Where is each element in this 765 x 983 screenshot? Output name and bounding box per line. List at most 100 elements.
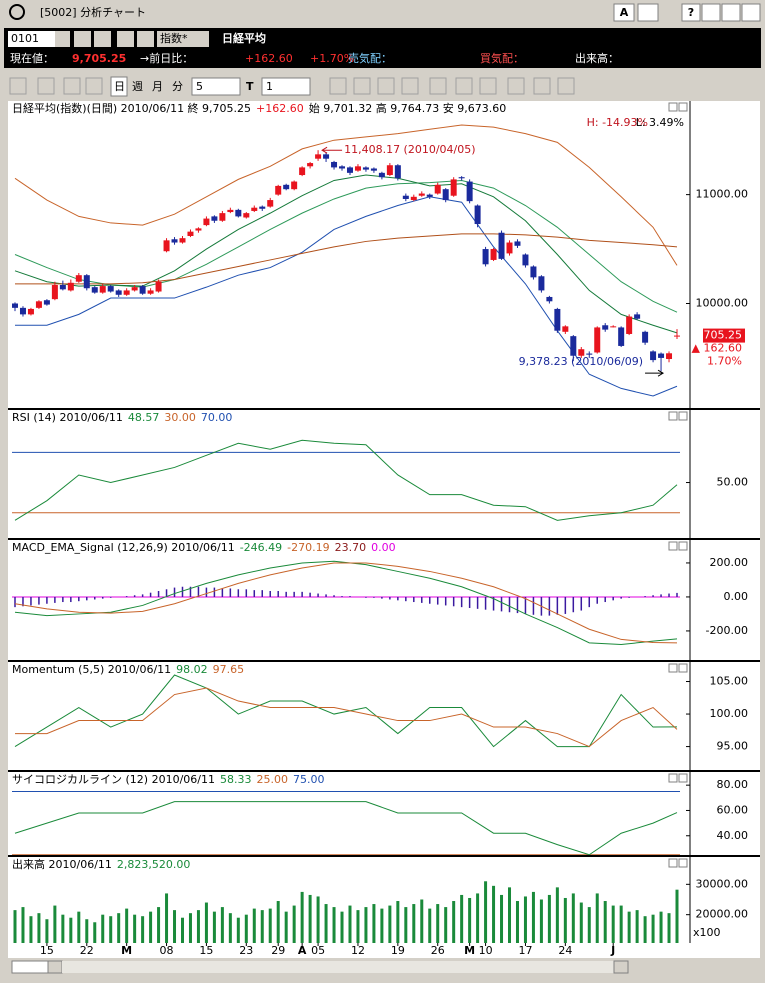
tool-icon[interactable] (429, 77, 447, 95)
candle-body (482, 249, 489, 265)
panel-btn[interactable] (678, 858, 688, 868)
volume-bar (611, 905, 615, 943)
code-input[interactable] (8, 31, 70, 47)
btn[interactable] (613, 3, 635, 22)
histogram-bar (397, 596, 399, 601)
close-btn[interactable] (741, 3, 761, 22)
histogram-bar (484, 596, 487, 610)
btn[interactable] (681, 3, 701, 22)
candle-body (530, 266, 537, 278)
dropdown[interactable] (55, 31, 70, 47)
panel-btn[interactable] (668, 858, 678, 868)
volume-bar (579, 902, 583, 943)
panel-header: 97.65 (213, 663, 245, 676)
panel-header: 98.02 (176, 663, 208, 676)
histogram-bar (261, 590, 264, 597)
tool-icon[interactable] (9, 77, 27, 95)
tool-icon[interactable] (533, 77, 551, 95)
tool-icon[interactable] (353, 77, 371, 95)
tool-icon[interactable] (479, 77, 497, 95)
histogram-bar (628, 596, 630, 598)
tool-icon[interactable] (455, 77, 473, 95)
tool-icon[interactable] (329, 77, 347, 95)
tool-icon[interactable] (557, 77, 575, 95)
histogram-bar (428, 596, 431, 604)
scroll-track[interactable] (62, 961, 614, 973)
tool[interactable] (117, 31, 134, 47)
volume-bar (21, 907, 25, 943)
tool[interactable] (137, 31, 154, 47)
histogram-bar (436, 596, 439, 605)
btn-label[interactable]: ? (688, 6, 694, 19)
volume-bar (133, 914, 137, 943)
candle-body (251, 207, 258, 211)
histogram-bar (213, 587, 216, 597)
btn[interactable] (637, 3, 659, 22)
panel-btn[interactable] (678, 663, 688, 673)
panel-btn[interactable] (668, 102, 678, 112)
tool-icon[interactable] (37, 77, 55, 95)
candle-body (522, 254, 529, 266)
panel-btn[interactable] (678, 411, 688, 421)
panel-btn[interactable] (668, 541, 678, 551)
panel-btn[interactable] (678, 541, 688, 551)
toolbar-label[interactable]: 分 (172, 80, 183, 93)
select[interactable] (261, 77, 311, 96)
panel-header: 0.00 (371, 541, 396, 554)
tool-icon[interactable] (377, 77, 395, 95)
toolbar-label[interactable]: 5 (196, 80, 203, 93)
tool[interactable] (94, 31, 111, 47)
tool-icon[interactable] (401, 77, 419, 95)
select-label[interactable]: 指数* (160, 31, 188, 45)
volume-bar (412, 904, 416, 943)
candle-body (442, 189, 449, 201)
toolbar-label[interactable]: T (246, 80, 254, 93)
panel-btn[interactable] (668, 773, 678, 783)
select[interactable] (191, 77, 241, 96)
max-btn[interactable] (721, 3, 741, 22)
x-tick-label: 24 (558, 944, 572, 957)
code[interactable]: 0101 (11, 32, 39, 45)
toolbar-label[interactable]: 1 (266, 80, 273, 93)
btn-label[interactable]: A (620, 6, 629, 19)
panel-btn[interactable] (668, 663, 678, 673)
panel-header: +162.60 (256, 102, 304, 115)
scroll-left[interactable] (47, 960, 63, 974)
volume-bar (444, 907, 448, 943)
panel-btn[interactable] (668, 411, 678, 421)
histogram-bar (109, 596, 112, 598)
annotation: 9,378.23 (2010/06/09) (519, 355, 643, 368)
candle-body (171, 239, 178, 243)
histogram-bar (660, 594, 662, 597)
histogram-bar (365, 596, 367, 598)
y-tick-label: 10000.00 (696, 296, 749, 309)
select[interactable] (157, 31, 209, 47)
candle-body (378, 172, 385, 178)
candle-body (498, 232, 505, 259)
toolbar-label[interactable]: 日 (114, 80, 125, 93)
min-btn[interactable] (701, 3, 721, 22)
candle-body (538, 276, 545, 291)
histogram-bar (612, 596, 614, 601)
toggle[interactable] (110, 76, 128, 97)
volume-bar (196, 910, 200, 943)
scroll[interactable] (11, 960, 49, 974)
series-line (14, 562, 678, 644)
toolbar-label[interactable]: 月 (152, 80, 163, 93)
candle-body (626, 316, 633, 334)
panel-btn[interactable] (678, 773, 688, 783)
histogram-bar (197, 586, 200, 597)
nav-buttons[interactable] (632, 961, 757, 973)
histogram-bar (181, 586, 184, 597)
tool-icon[interactable] (63, 77, 81, 95)
x-tick-label: M (121, 944, 132, 957)
tool-icon[interactable] (85, 77, 103, 95)
volume-bar (37, 913, 41, 943)
toolbar-label[interactable]: 週 (132, 80, 143, 93)
tool[interactable] (74, 31, 91, 47)
scroll-right[interactable] (613, 960, 629, 974)
panel-btn[interactable] (678, 102, 688, 112)
candle-body (562, 326, 569, 332)
volume-bar (53, 905, 57, 943)
tool-icon[interactable] (507, 77, 525, 95)
